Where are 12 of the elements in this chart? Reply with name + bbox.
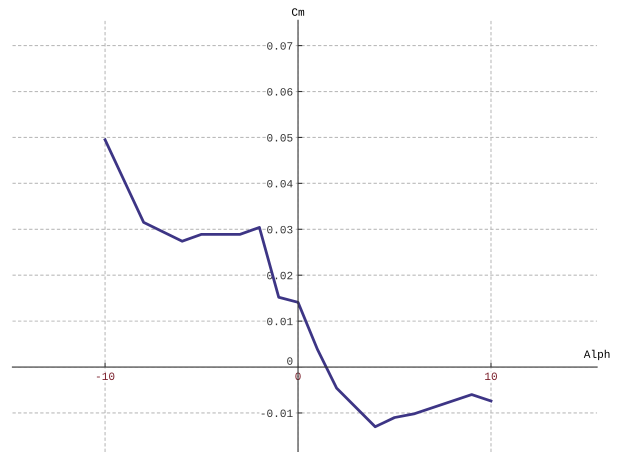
x-tick-label: 10 bbox=[485, 372, 497, 380]
y-axis-title: Cm bbox=[292, 8, 304, 16]
y-tick-label: -0.01 bbox=[262, 410, 293, 418]
y-tick-label: 0.03 bbox=[267, 226, 292, 234]
x-axis-title: Alph bbox=[584, 350, 610, 360]
x-tick-label: -10 bbox=[96, 372, 114, 380]
y-tick-label: 0.06 bbox=[267, 88, 292, 96]
y-tick-label: 0 bbox=[287, 357, 292, 365]
y-tick-label: 0.01 bbox=[267, 318, 293, 326]
y-tick-label: 0.05 bbox=[267, 134, 292, 142]
y-tick-label: 0.07 bbox=[267, 42, 292, 50]
y-tick-label: 0.04 bbox=[267, 180, 293, 188]
